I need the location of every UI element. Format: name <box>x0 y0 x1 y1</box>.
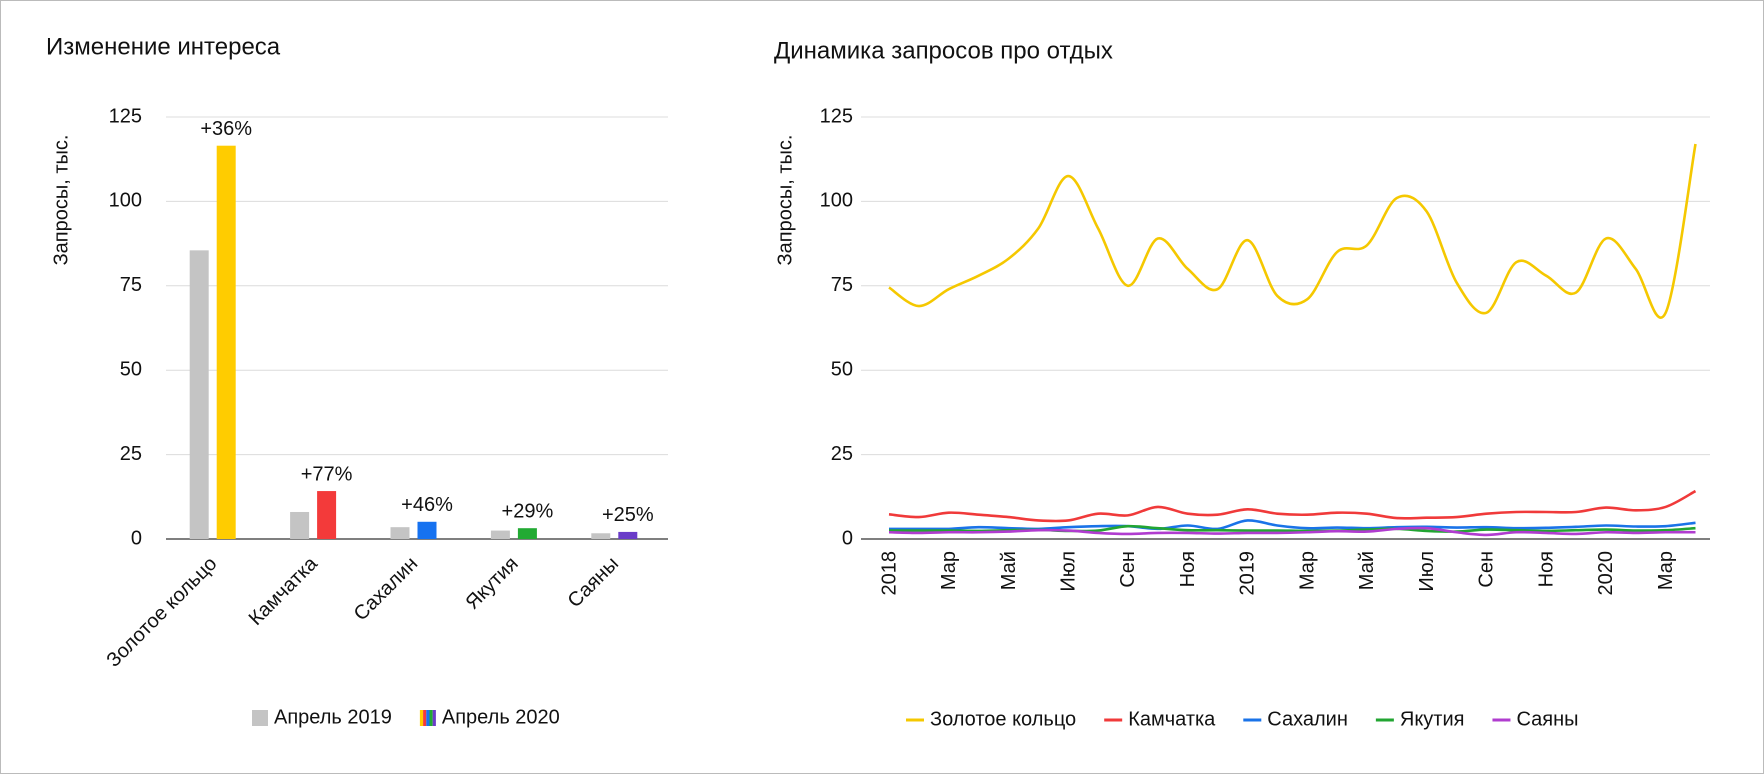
x-tick-label: Ноя <box>1535 551 1557 587</box>
legend-swatch <box>429 710 433 726</box>
bar-chart-title: Изменение интереса <box>46 33 281 60</box>
change-label: +46% <box>401 494 453 516</box>
y-tick-label: 50 <box>831 358 853 380</box>
y-tick-label: 125 <box>820 105 853 127</box>
change-label: +29% <box>502 500 554 522</box>
y-tick-label: 0 <box>131 527 142 549</box>
line-series <box>888 489 1697 523</box>
legend-swatch <box>419 710 424 726</box>
legend-label: Золотое кольцо <box>930 708 1076 730</box>
legend-swatch <box>252 710 268 726</box>
bar <box>290 511 310 539</box>
x-tick-label: Ноя <box>1177 551 1199 587</box>
legend-swatch <box>432 710 436 726</box>
x-tick-label: Мар <box>1655 551 1677 590</box>
change-label: +25% <box>602 504 654 526</box>
legend-label: Якутия <box>1400 708 1465 730</box>
bar <box>618 531 638 539</box>
y-tick-label: 25 <box>120 443 142 465</box>
x-tick-label: Мар <box>938 551 960 590</box>
y-tick-label: 25 <box>831 443 853 465</box>
y-axis-label: Запросы, тыс. <box>50 135 72 266</box>
x-tick-label: 2018 <box>878 551 900 596</box>
legend-label: Апрель 2019 <box>274 706 392 728</box>
bar <box>490 530 510 539</box>
x-tick-label: Май <box>998 551 1020 590</box>
x-tick-label: Июл <box>1416 551 1438 592</box>
line-series <box>888 143 1697 319</box>
legend-label: Апрель 2020 <box>442 706 560 728</box>
line-chart-title: Динамика запросов про отдых <box>774 37 1113 64</box>
y-tick-label: 100 <box>109 190 142 212</box>
y-axis-label: Запросы, тыс. <box>774 135 796 266</box>
bar <box>417 521 437 539</box>
y-tick-label: 100 <box>820 190 853 212</box>
legend-swatch <box>423 710 427 726</box>
x-tick-label: Май <box>1356 551 1378 590</box>
x-tick-label: Июл <box>1058 551 1080 592</box>
bar <box>189 250 209 540</box>
bar <box>591 533 611 539</box>
change-label: +36% <box>200 118 252 140</box>
legend-label: Сахалин <box>1267 708 1348 730</box>
legend-swatch <box>426 710 430 726</box>
x-tick-label: 2019 <box>1237 551 1259 596</box>
x-tick-label: Сен <box>1117 551 1139 588</box>
x-tick-label: Мар <box>1296 551 1318 590</box>
change-label: +77% <box>301 463 353 485</box>
line-series <box>888 526 1696 537</box>
bar <box>390 527 410 539</box>
y-tick-label: 125 <box>109 105 142 127</box>
y-tick-label: 50 <box>120 358 142 380</box>
x-tick-label: 2020 <box>1595 551 1617 596</box>
y-tick-label: 75 <box>831 274 853 296</box>
y-tick-label: 0 <box>842 527 853 549</box>
x-tick-label: Сен <box>1476 551 1498 588</box>
legend-label: Саяны <box>1516 708 1578 730</box>
bar <box>317 491 337 539</box>
y-tick-label: 75 <box>120 274 142 296</box>
legend-label: Камчатка <box>1128 708 1216 730</box>
bar <box>517 528 537 539</box>
bar <box>216 145 236 540</box>
